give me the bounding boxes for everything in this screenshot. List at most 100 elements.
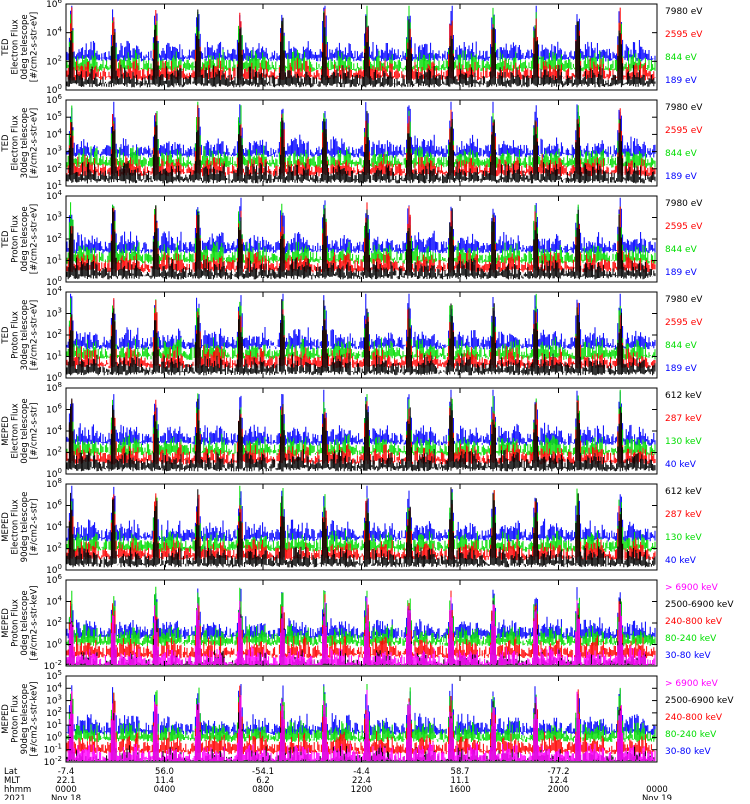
x-axis-row-label: hhmm — [4, 785, 31, 795]
series-trace-2 — [66, 598, 656, 666]
series-trace-3 — [66, 202, 656, 264]
x-tick-label: 22.1 — [57, 776, 76, 786]
legend-entry: 240-800 keV — [665, 617, 723, 627]
y-tick-label: 104 — [46, 127, 62, 140]
series-trace-3 — [66, 485, 656, 552]
legend-entry: 2595 eV — [665, 222, 703, 232]
y-tick-label: 104 — [46, 26, 62, 39]
x-tick-label: 0000 — [646, 785, 668, 795]
series-trace-4 — [66, 485, 656, 542]
y-tick-label: 102 — [46, 446, 62, 459]
y-axis-label: MEPEDProton Flux90deg telescope[#/cm2-s-… — [1, 682, 40, 757]
y-tick-label: 104 — [46, 520, 62, 533]
legend-entry: 2595 eV — [665, 318, 703, 328]
y-tick-label: 102 — [46, 54, 62, 67]
y-axis-label: TEDElectron Flux30deg telescope[#/cm2-s-… — [1, 108, 40, 179]
legend-entry: 2595 eV — [665, 30, 703, 40]
x-axis-row-label: 2021 — [4, 794, 26, 800]
x-tick-label: -54.1 — [252, 767, 274, 777]
legend-entry: 30-80 keV — [665, 747, 711, 757]
y-axis-label: TEDElectron Flux0deg telescope[#/cm2-s-s… — [1, 12, 40, 82]
series-trace-1 — [66, 597, 656, 666]
y-tick-label: 104 — [46, 595, 62, 608]
x-tick-label: 56.0 — [155, 767, 174, 777]
x-tick-label: 0000 — [55, 785, 77, 795]
y-tick-label: 106 — [46, 403, 62, 416]
legend-entry: 189 eV — [665, 364, 698, 374]
y-axis-label: TEDProton Flux0deg telescope[#/cm2-s-str… — [1, 204, 40, 274]
y-tick-label: 106 — [46, 499, 62, 512]
legend-entry: 844 eV — [665, 341, 698, 351]
y-tick-label: 102 — [46, 616, 62, 629]
series-trace-3 — [66, 389, 656, 456]
legend-entry: 612 keV — [665, 391, 702, 401]
series-trace-3 — [66, 685, 656, 755]
y-tick-label: 100 — [46, 638, 62, 651]
x-tick-label: 12.4 — [549, 776, 568, 786]
y-tick-label: 104 — [46, 681, 62, 694]
series-trace-3 — [66, 101, 656, 168]
series-trace-5 — [66, 683, 656, 736]
y-tick-label: 102 — [46, 328, 62, 341]
y-axis-label: MEPEDElectron Flux0deg telescope[#/cm2-s… — [1, 398, 40, 463]
y-tick-label: 101 — [46, 254, 62, 267]
legend-entry: 2595 eV — [665, 126, 703, 136]
y-tick-label: 103 — [46, 307, 62, 320]
legend-entry: 7980 eV — [665, 199, 703, 209]
legend-entry: 189 eV — [665, 172, 698, 182]
legend-entry: 130 keV — [665, 437, 702, 447]
series-trace-2 — [66, 7, 656, 81]
legend-entry: 7980 eV — [665, 103, 703, 113]
x-tick-label: 6.2 — [256, 776, 270, 786]
series-trace-4 — [66, 586, 656, 647]
y-tick-label: 100 — [46, 730, 62, 743]
legend-entry: 30-80 keV — [665, 651, 711, 661]
y-tick-label: 103 — [46, 145, 62, 158]
legend-entry: 844 eV — [665, 53, 698, 63]
series-trace-1 — [66, 205, 656, 280]
y-tick-label: 102 — [46, 232, 62, 245]
x-axis-row-label: MLT — [4, 776, 21, 786]
y-tick-label: 101 — [46, 718, 62, 731]
series-trace-2 — [66, 701, 656, 762]
x-tick-label: 2000 — [548, 785, 570, 795]
series-trace-1 — [66, 111, 656, 184]
y-axis-label: MEPEDElectron Flux90deg telescope[#/cm2-… — [1, 492, 40, 563]
y-tick-label: 103 — [46, 694, 62, 707]
legend-entry: 7980 eV — [665, 7, 703, 17]
series-trace-4 — [66, 197, 656, 254]
x-tick-label: 22.4 — [352, 776, 371, 786]
x-tick-label: -4.4 — [353, 767, 370, 777]
legend-entry: 80-240 keV — [665, 634, 717, 644]
legend-entry: 7980 eV — [665, 295, 703, 305]
series-trace-4 — [66, 684, 656, 743]
series-trace-1 — [66, 9, 656, 88]
x-tick-label: Nov 19 — [642, 794, 672, 800]
x-tick-label: 1200 — [351, 785, 373, 795]
series-trace-2 — [66, 105, 656, 177]
legend-entry: 287 keV — [665, 510, 702, 520]
series-trace-4 — [66, 5, 656, 62]
legend-entry: 844 eV — [665, 149, 698, 159]
x-tick-label: 11.1 — [451, 776, 470, 786]
legend-entry: 40 keV — [665, 556, 697, 566]
series-trace-1 — [66, 299, 656, 376]
series-trace-1 — [66, 397, 656, 472]
y-tick-label: 102 — [46, 706, 62, 719]
series-trace-1 — [66, 689, 656, 762]
y-tick-label: 10-1 — [44, 743, 62, 756]
series-trace-1 — [66, 487, 656, 568]
legend-entry: 240-800 keV — [665, 713, 723, 723]
legend-entry: 287 keV — [665, 414, 702, 424]
y-tick-label: 106 — [46, 0, 62, 10]
legend-entry: 2500-6900 keV — [665, 600, 734, 610]
y-tick-label: 105 — [46, 110, 62, 123]
legend-entry: > 6900 keV — [665, 679, 719, 689]
x-tick-label: 1600 — [449, 785, 471, 795]
series-trace-2 — [66, 399, 656, 465]
